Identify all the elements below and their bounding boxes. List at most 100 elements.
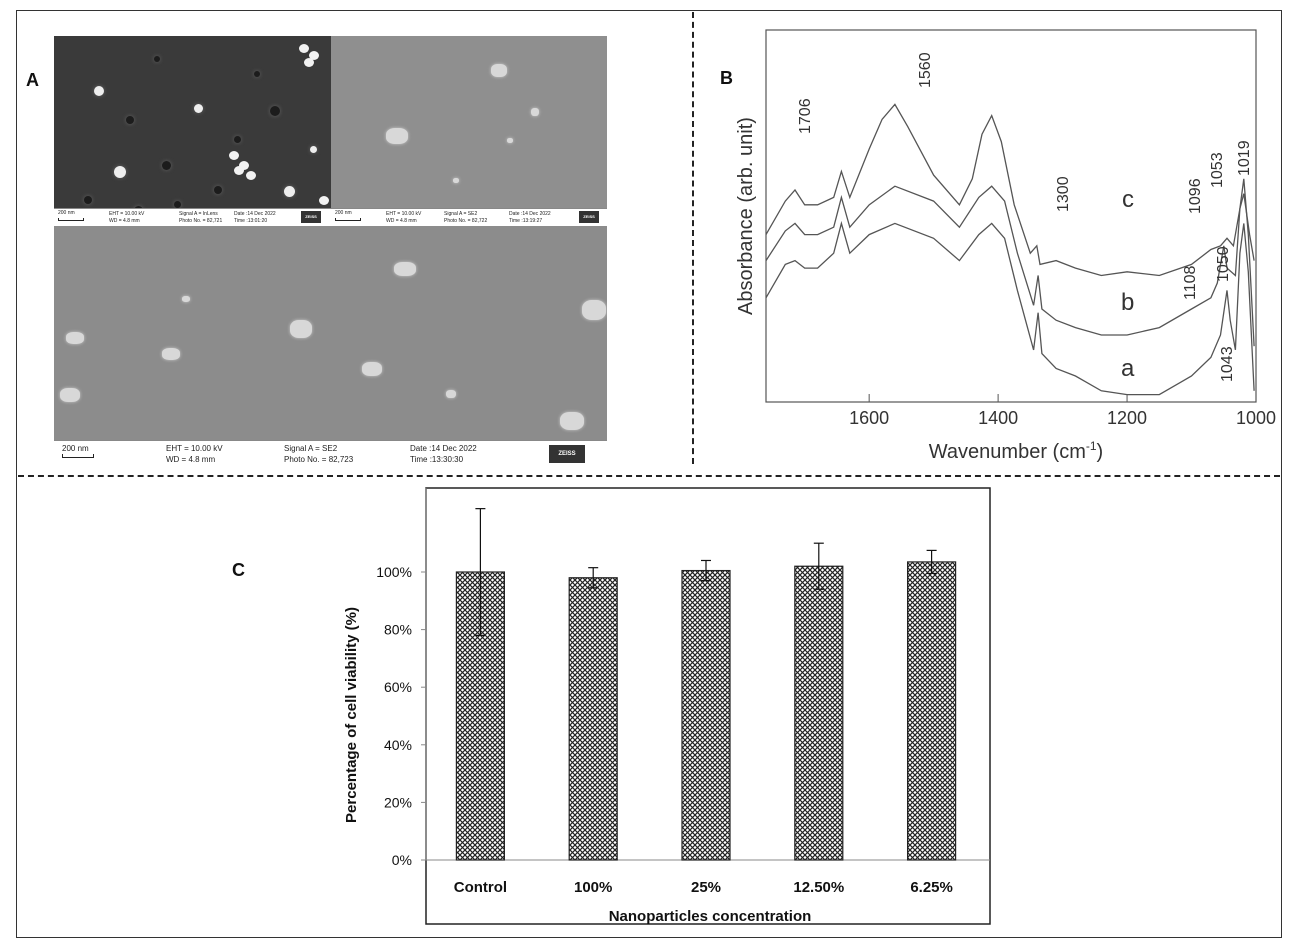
peak-label-1019: 1019 [1236,140,1253,176]
wd-label: WD = 4.8 mm [166,455,216,464]
sem-cluster-particle [319,196,329,205]
signal-label: Signal A = InLens [179,211,218,217]
ftir-series-a [765,220,1255,396]
nanoparticle [60,388,80,402]
date-label: Date :14 Dec 2022 [509,211,551,217]
sem-cluster-particle [234,166,244,175]
peak-label-1706: 1706 [797,98,814,134]
panel-label-c: C [232,560,245,580]
series-label-b: b [1121,289,1134,316]
nanoparticle [453,178,459,183]
sem-particle [254,71,260,77]
ftir-chart: 1600 1400 1200 1000 Wavenumber (cm-1) Absor… [735,29,1276,463]
sem-particle [214,186,222,194]
nanoparticle [162,348,180,360]
viability-category-label: 100% [574,879,612,896]
scale-bar [62,454,94,458]
scale-label: 200 nm [58,210,75,216]
photo-label: Photo No. = 82,723 [284,455,354,464]
nanoparticle [386,128,408,144]
scale-bar [58,218,84,221]
viability-category-label: 12.50% [793,879,844,896]
sem-cluster-particle [246,171,256,180]
ftir-plot-frame [765,29,1257,403]
wd-label: WD = 4.8 mm [109,218,140,224]
date-label: Date :14 Dec 2022 [234,211,276,217]
sem-particle [114,166,126,178]
nanoparticle [507,138,513,143]
sem-particle [174,201,181,208]
ftir-y-axis-title: Absorbance (arb. unit) [735,117,757,315]
scale-label: 200 nm [62,444,89,453]
signal-label: Signal A = SE2 [444,211,478,217]
nanoparticle [582,300,606,320]
ftir-series-b [765,178,1255,347]
viability-bar [681,569,731,861]
peak-label-1300: 1300 [1055,176,1072,212]
sem-cluster-particle [309,51,319,60]
nanoparticle [66,332,84,344]
nanoparticle [362,362,382,376]
nanoparticle [531,108,539,116]
nanoparticle [182,296,190,302]
nanoparticle [394,262,416,276]
ftir-x-tick-label: 1200 [1107,408,1147,428]
eht-label: EHT = 10.00 kV [166,444,223,453]
sem-particle [284,186,295,197]
eht-label: EHT = 10.00 kV [386,211,422,217]
peak-label-1043: 1043 [1219,346,1236,382]
wd-label: WD = 4.8 mm [386,218,417,224]
sem-cluster-particle [299,44,309,53]
ftir-x-tick-label: 1400 [978,408,1018,428]
peak-label-1050: 1050 [1215,246,1232,282]
sem-cluster-particle [239,161,249,170]
viability-y-tick-label: 20% [384,794,412,810]
nanoparticle [290,320,312,338]
viability-y-axis-title: Percentage of cell viability (%) [343,607,360,823]
time-label: Time :13:30:30 [410,455,464,464]
zeiss-logo: ZEISS [301,211,321,223]
panel-divider-vertical [692,12,694,464]
peak-label-1053: 1053 [1209,152,1226,188]
nanoparticle [491,64,507,77]
series-label-a: a [1121,355,1135,382]
viability-x-axis-title: Nanoparticles concentration [609,908,812,925]
ftir-x-tick-label: 1600 [849,408,889,428]
date-label: Date :14 Dec 2022 [410,444,477,453]
figure-frame [16,10,1282,938]
ftir-series-group [765,103,1255,396]
ftir-x-axis-title: Wavenumber (cm-1) [929,439,1103,463]
ftir-x-tick-label: 1000 [1236,408,1276,428]
peak-label-1560: 1560 [917,52,934,88]
signal-label: Signal A = SE2 [284,444,338,453]
sem-image-inlens: 200 nm EHT = 10.00 kV WD = 4.8 mm Signal… [54,36,331,226]
zeiss-logo: ZEISS [549,445,585,463]
scale-bar [335,218,361,221]
sem-particle [270,106,280,116]
sem-particle [310,146,317,153]
peak-label-1096: 1096 [1187,178,1204,214]
ftir-series-c [765,103,1255,277]
sem-particle [84,196,92,204]
nanoparticle [560,412,584,430]
sem-info-bar: 200 nm EHT = 10.00 kV WD = 4.8 mm Signal… [331,208,607,226]
viability-bar [568,577,618,861]
viability-bar [906,561,957,861]
viability-bars: Control 100% 25% 12.50% 6.25% [454,508,957,896]
sem-info-bar: 200 nm EHT = 10.00 kV WD = 4.8 mm Signal… [54,440,607,467]
photo-label: Photo No. = 82,722 [444,218,488,224]
sem-particle [194,104,203,113]
sem-particle [162,161,171,170]
viability-y-tick-label: 40% [384,737,412,753]
viability-axes: 0% 20% 40% 60% 80% 100% [376,488,990,868]
zeiss-logo: ZEISS [579,211,599,223]
photo-label: Photo No. = 82,721 [179,218,223,224]
panel-label-a: A [26,70,39,90]
viability-bar [794,565,844,861]
panel-label-b: B [720,68,733,88]
sem-image-se2-2: 200 nm EHT = 10.00 kV WD = 4.8 mm Signal… [54,226,607,467]
time-label: Time :13:19:27 [509,218,543,224]
viability-y-tick-label: 80% [384,622,412,638]
ftir-x-ticks: 1600 1400 1200 1000 [849,394,1276,428]
time-label: Time :13:01:20 [234,218,268,224]
